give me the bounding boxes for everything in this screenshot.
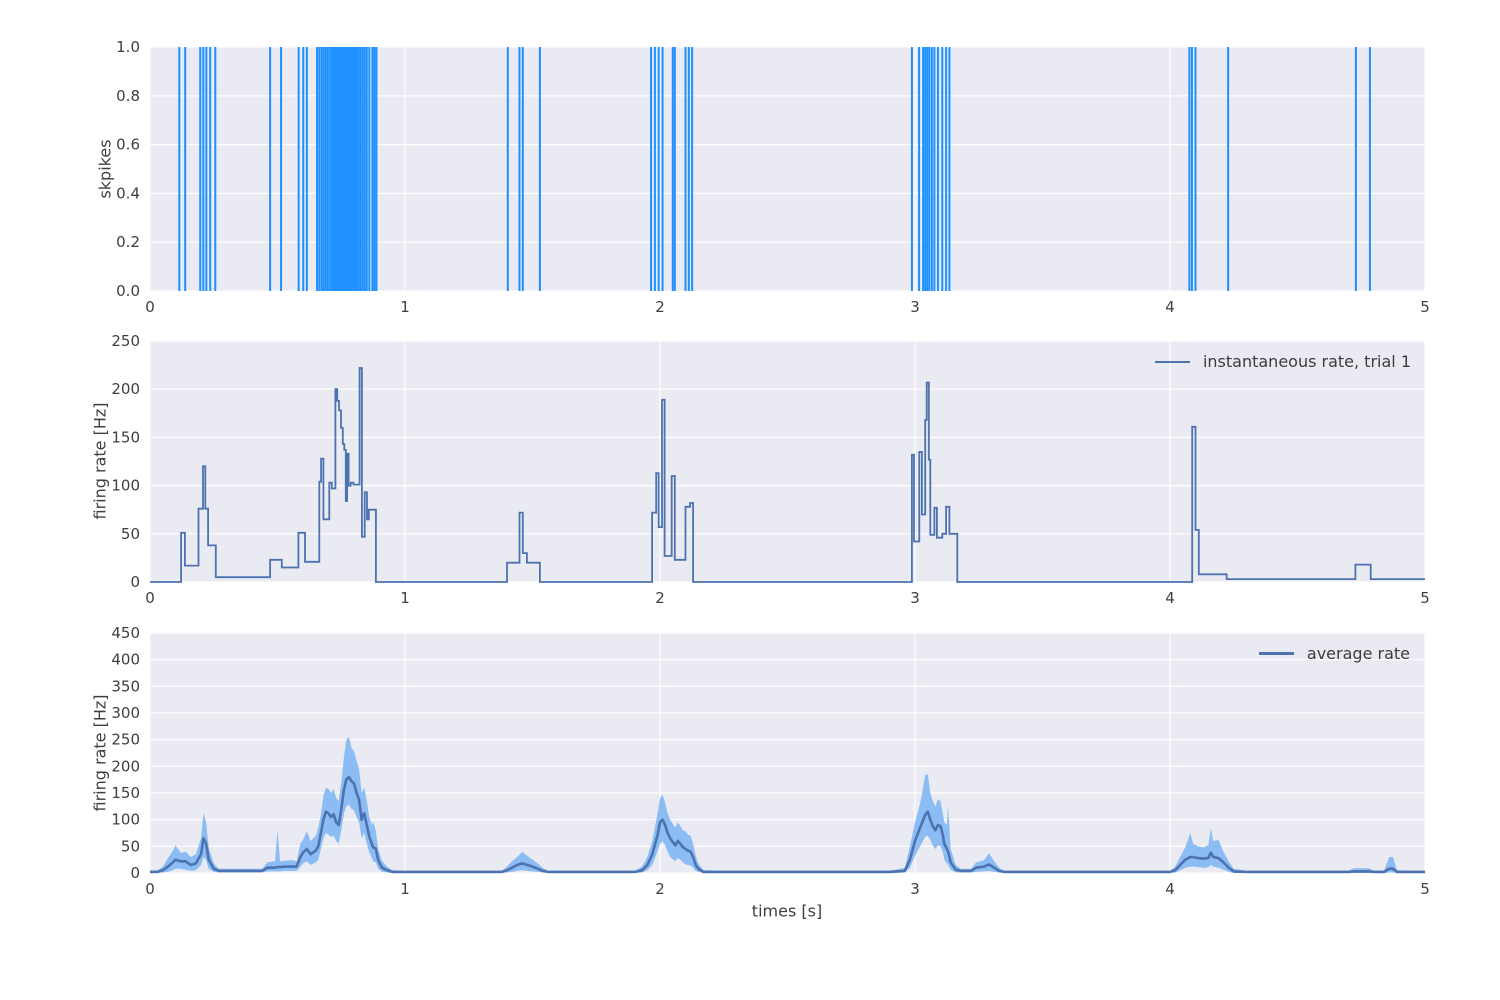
svg-text:1.0: 1.0 (116, 38, 140, 56)
svg-text:3: 3 (910, 298, 920, 316)
svg-text:100: 100 (111, 811, 140, 829)
y-tick-labels: 250 200 150 100 50 0 (111, 332, 140, 591)
svg-text:50: 50 (121, 837, 140, 855)
svg-text:450: 450 (111, 624, 140, 642)
average-rate-panel (149, 632, 1426, 874)
svg-text:0: 0 (145, 298, 155, 316)
legend-line-icon (1258, 652, 1294, 655)
average-y-axis-title: firing rate [Hz] (90, 694, 110, 812)
svg-text:5: 5 (1420, 298, 1430, 316)
svg-text:4: 4 (1165, 298, 1175, 316)
legend-label: average rate (1306, 644, 1410, 663)
legend-average-rate: average rate (1258, 644, 1410, 663)
instantaneous-rate-line (150, 367, 1425, 583)
svg-text:0.2: 0.2 (116, 233, 140, 251)
x-axis-title: times [s] (751, 901, 823, 921)
svg-text:100: 100 (111, 477, 140, 495)
svg-text:0: 0 (145, 880, 155, 898)
raster-panel (149, 46, 1426, 292)
svg-text:350: 350 (111, 677, 140, 695)
x-tick-labels: 0 1 2 3 4 5 (145, 298, 1430, 316)
y-tick-labels: 450 400 350 300 250 200 150 100 50 0 (111, 624, 140, 882)
svg-text:2: 2 (655, 298, 665, 316)
svg-text:50: 50 (121, 525, 140, 543)
instantaneous-y-axis-title: firing rate [Hz] (90, 402, 110, 520)
svg-text:200: 200 (111, 380, 140, 398)
svg-text:0.4: 0.4 (116, 184, 140, 202)
instantaneous-rate-panel (149, 340, 1426, 583)
svg-text:250: 250 (111, 731, 140, 749)
raster-y-axis-title: skpikes (95, 139, 115, 199)
legend-instantaneous-rate: instantaneous rate, trial 1 (1154, 352, 1411, 371)
gridlines (149, 632, 1426, 874)
svg-text:5: 5 (1420, 880, 1430, 898)
svg-text:0: 0 (145, 589, 155, 607)
svg-text:3: 3 (910, 589, 920, 607)
svg-text:0: 0 (130, 864, 140, 882)
svg-text:0.0: 0.0 (116, 282, 140, 300)
spike-lines (178, 47, 1371, 291)
svg-text:150: 150 (111, 428, 140, 446)
svg-text:3: 3 (910, 880, 920, 898)
average-rate-line (150, 775, 1425, 874)
svg-text:1: 1 (400, 880, 410, 898)
svg-text:2: 2 (655, 880, 665, 898)
svg-text:1: 1 (400, 589, 410, 607)
x-tick-labels: 0 1 2 3 4 5 (145, 880, 1430, 898)
svg-text:250: 250 (111, 332, 140, 350)
legend-label: instantaneous rate, trial 1 (1202, 352, 1411, 371)
svg-text:4: 4 (1165, 880, 1175, 898)
svg-text:2: 2 (655, 589, 665, 607)
svg-text:0.8: 0.8 (116, 87, 140, 105)
svg-text:0.6: 0.6 (116, 136, 140, 154)
svg-text:200: 200 (111, 757, 140, 775)
x-tick-labels: 0 1 2 3 4 5 (145, 589, 1430, 607)
legend-line-icon (1154, 360, 1190, 363)
svg-text:0: 0 (130, 573, 140, 591)
svg-text:300: 300 (111, 704, 140, 722)
y-tick-labels: 1.0 0.8 0.6 0.4 0.2 0.0 (116, 38, 140, 300)
svg-text:4: 4 (1165, 589, 1175, 607)
svg-text:1: 1 (400, 298, 410, 316)
svg-text:5: 5 (1420, 589, 1430, 607)
average-rate-band (150, 737, 1425, 873)
svg-text:150: 150 (111, 784, 140, 802)
svg-text:400: 400 (111, 651, 140, 669)
